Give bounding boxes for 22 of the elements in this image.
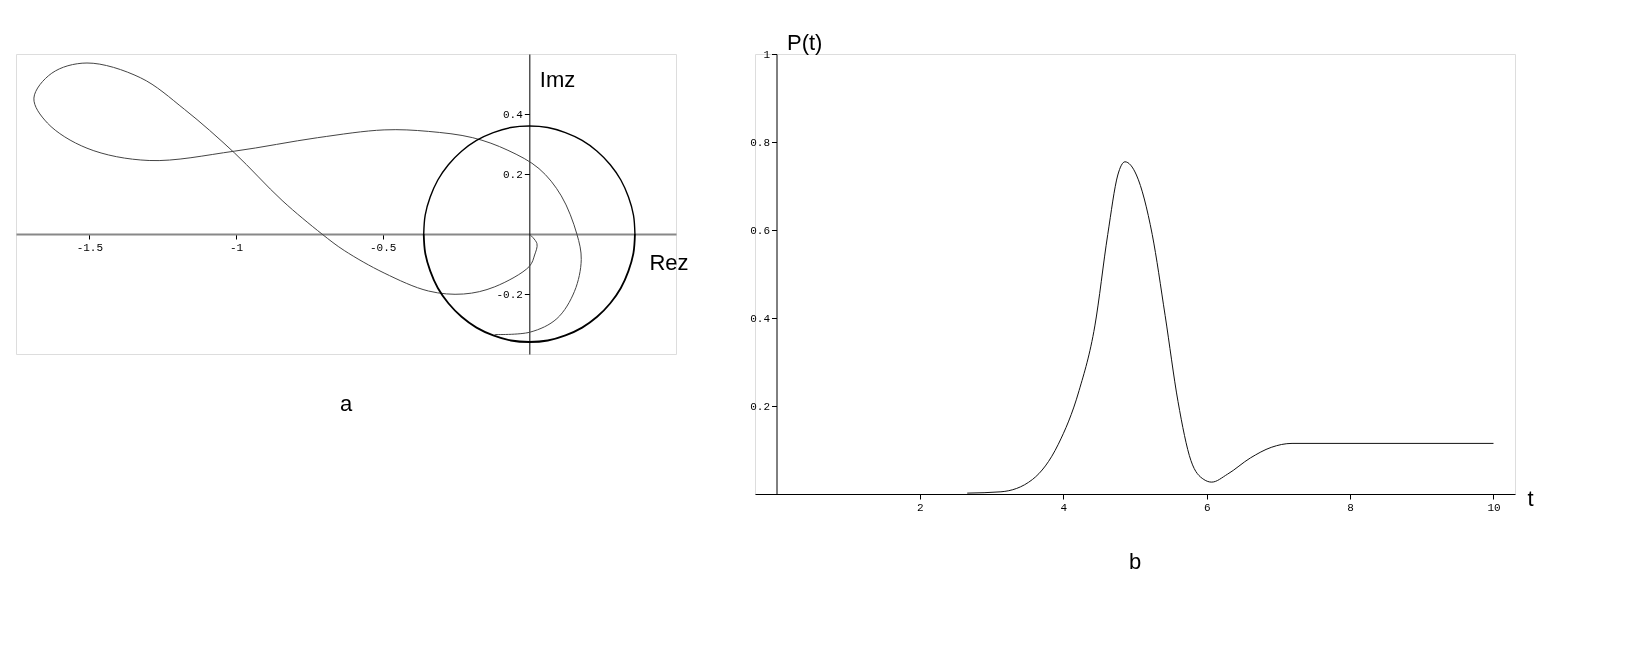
y-tick-label: 0.8 bbox=[750, 136, 771, 149]
x-tick-label: 6 bbox=[1203, 501, 1211, 514]
y-tick-label: -0.2 bbox=[496, 288, 523, 301]
x-axis-title: t bbox=[1527, 485, 1534, 511]
y-axis-title: Imz bbox=[539, 66, 576, 92]
y-tick-label: 0.6 bbox=[750, 224, 771, 237]
text: b bbox=[1128, 549, 1142, 574]
x-tick-label: -0.5 bbox=[369, 241, 397, 254]
x-tick-label: 4 bbox=[1060, 501, 1068, 514]
x-tick-label: 10 bbox=[1487, 501, 1501, 514]
x-axis-title: Rez bbox=[649, 249, 689, 275]
y-axis-title: P(t) bbox=[787, 29, 823, 55]
y-tick-label: 0.2 bbox=[750, 400, 771, 413]
text: a bbox=[339, 391, 353, 416]
x-tick-label: -1.5 bbox=[76, 241, 104, 254]
y-tick-label: 1 bbox=[763, 48, 771, 61]
y-tick-label: 0.4 bbox=[503, 108, 524, 121]
y-tick-label: 0.2 bbox=[503, 168, 523, 181]
x-tick-label: -1 bbox=[229, 241, 244, 254]
y-tick-label: 0.4 bbox=[750, 312, 771, 325]
x-tick-label: 2 bbox=[917, 501, 924, 514]
x-tick-label: 8 bbox=[1347, 501, 1354, 514]
